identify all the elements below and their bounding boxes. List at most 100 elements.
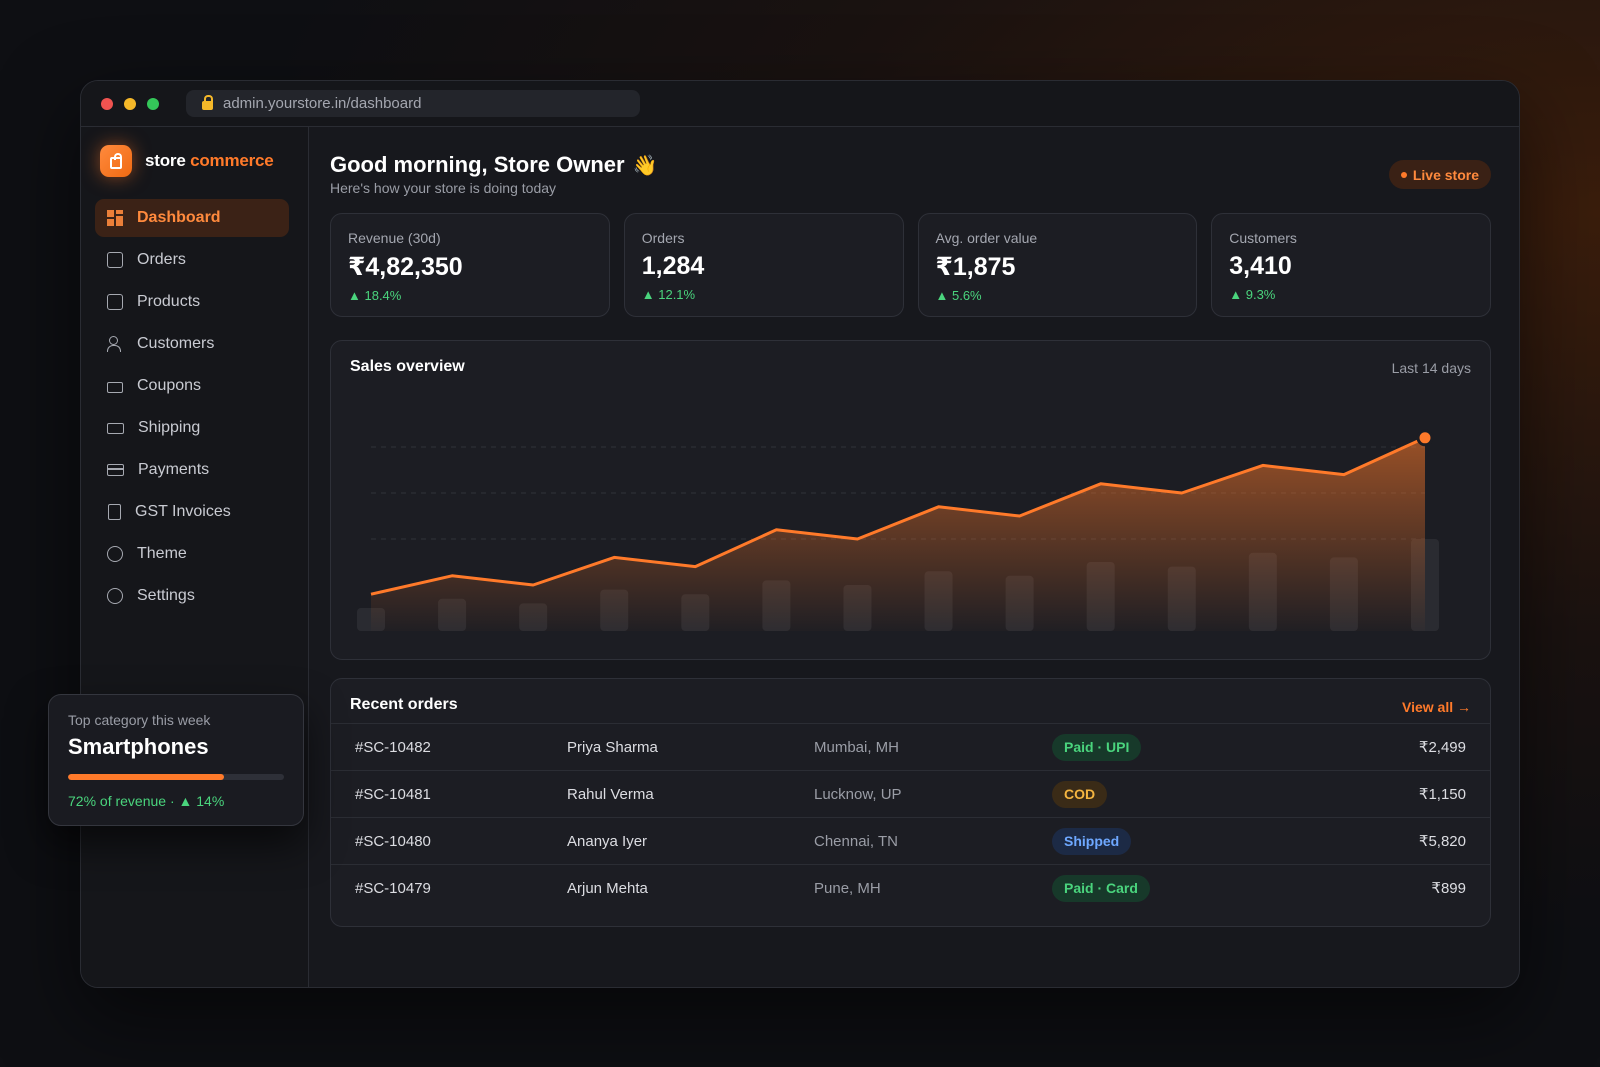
status-badge: Paid · UPI <box>1052 733 1142 761</box>
customer-name: Ananya Iyer <box>567 832 648 850</box>
top-category-title: Smartphones <box>68 734 209 759</box>
minimize-window-button[interactable] <box>124 97 136 110</box>
sidebar-item-settings[interactable]: Settings <box>95 577 289 615</box>
stat-delta: ▲ 9.3% <box>1229 287 1276 302</box>
sales-overview-panel: Sales overview Last 14 days <box>330 340 1491 660</box>
status-badge: Paid · Card <box>1052 874 1150 902</box>
page-title: Good morning, Store Owner 👋 <box>330 152 658 177</box>
top-category-note: 72% of revenue · ▲ 14% <box>68 793 225 809</box>
order-amount: ₹5,820 <box>1418 833 1466 850</box>
stat-card[interactable]: Revenue (30d) ₹4,82,350 ▲ 18.4% <box>330 213 610 317</box>
table-row[interactable]: #SC-10481 Rahul Verma Lucknow, UP COD ₹1,150 <box>331 770 1490 817</box>
url-text: admin.yourstore.in/dashboard <box>223 95 422 112</box>
table-row[interactable]: #SC-10479 Arjun Mehta Pune, MH Paid · Card ₹… <box>331 864 1490 911</box>
products-icon <box>107 294 123 310</box>
stat-delta: ▲ 18.4% <box>348 288 402 303</box>
sidebar-item-label: Payments <box>138 461 210 478</box>
latest-point <box>1416 429 1434 447</box>
sidebar-item-customers[interactable]: Customers <box>95 325 289 363</box>
sidebar-item-label: Shipping <box>138 419 201 436</box>
stats-row: Revenue (30d) ₹4,82,350 ▲ 18.4% Orders 1,284… <box>330 213 1491 317</box>
sales-chart <box>357 429 1439 631</box>
sales-overview-title: Sales overview <box>350 358 465 375</box>
order-amount: ₹2,499 <box>1418 739 1466 756</box>
lock-icon <box>202 95 213 110</box>
stat-card[interactable]: Orders 1,284 ▲ 12.1% <box>623 213 904 317</box>
sidebar-item-gst-invoices[interactable]: GST Invoices <box>95 493 289 531</box>
sales-line <box>370 436 1426 596</box>
customer-name: Rahul Verma <box>567 785 654 803</box>
table-row[interactable]: #SC-10482 Priya Sharma Mumbai, MH Paid · UP… <box>331 723 1490 770</box>
sidebar: store commerce Dashboard Orders Products Cu… <box>81 127 309 987</box>
revenue-share-fill <box>68 774 224 780</box>
customer-city: Pune, MH <box>814 879 881 897</box>
customer-city: Chennai, TN <box>814 832 898 850</box>
live-store-badge[interactable]: Live store <box>1388 160 1491 189</box>
stat-value: 1,284 <box>641 252 705 280</box>
close-window-button[interactable] <box>101 97 113 110</box>
stat-label: Avg. order value <box>935 230 1038 246</box>
sidebar-item-label: Coupons <box>137 377 202 394</box>
sales-area <box>371 437 1425 631</box>
revenue-share-bar <box>68 774 284 780</box>
status-badge: COD <box>1052 780 1108 808</box>
browser-window: admin.yourstore.in/dashboard store comme… <box>80 80 1520 988</box>
sidebar-item-theme[interactable]: Theme <box>95 535 289 573</box>
recent-orders-panel: Recent orders View all → #SC-10482 Priya … <box>330 678 1491 927</box>
sidebar-item-label: Dashboard <box>137 209 221 226</box>
date-range-label[interactable]: Last 14 days <box>1391 360 1471 376</box>
order-id: #SC-10480 <box>355 832 431 850</box>
top-category-label: Top category this week <box>68 712 211 728</box>
order-id: #SC-10482 <box>355 738 431 756</box>
order-amount: ₹899 <box>1431 880 1466 897</box>
payments-icon <box>107 464 124 476</box>
address-bar[interactable]: admin.yourstore.in/dashboard <box>186 90 640 117</box>
orders-icon <box>107 252 123 268</box>
waving-hand-icon: 👋 <box>632 155 658 177</box>
brand-name: store commerce <box>145 151 274 170</box>
sidebar-nav: Dashboard Orders Products Customers Coupons S… <box>95 199 289 619</box>
order-amount: ₹1,150 <box>1418 786 1466 803</box>
stat-label: Customers <box>1229 230 1297 246</box>
view-all-link[interactable]: View all → <box>1402 699 1471 715</box>
main-content: Good morning, Store Owner 👋 Here's how yo… <box>330 127 1491 987</box>
stat-value: ₹4,82,350 <box>348 253 463 281</box>
sidebar-item-label: Orders <box>137 251 186 268</box>
stat-value: ₹1,875 <box>935 253 1016 281</box>
sidebar-item-label: GST Invoices <box>135 503 231 520</box>
maximize-window-button[interactable] <box>147 97 159 110</box>
sidebar-item-label: Settings <box>137 587 195 604</box>
live-store-label: Live store <box>1412 166 1479 183</box>
stat-card[interactable]: Avg. order value ₹1,875 ▲ 5.6% <box>917 213 1198 317</box>
sidebar-item-label: Products <box>137 293 201 310</box>
stat-delta: ▲ 12.1% <box>641 287 696 302</box>
invoice-icon <box>108 504 121 520</box>
sidebar-item-products[interactable]: Products <box>95 283 289 321</box>
settings-icon <box>107 588 123 604</box>
title-bar: admin.yourstore.in/dashboard <box>81 81 1519 127</box>
sidebar-item-dashboard[interactable]: Dashboard <box>95 199 289 237</box>
order-id: #SC-10481 <box>355 785 431 803</box>
sidebar-item-label: Customers <box>137 335 215 352</box>
sidebar-item-payments[interactable]: Payments <box>95 451 289 489</box>
sidebar-item-coupons[interactable]: Coupons <box>95 367 289 405</box>
stat-label: Orders <box>641 230 685 246</box>
customers-icon <box>107 336 123 352</box>
order-id: #SC-10479 <box>355 879 431 897</box>
status-badge: Shipped <box>1052 827 1132 855</box>
sidebar-item-shipping[interactable]: Shipping <box>95 409 289 447</box>
live-dot-icon <box>1400 171 1407 178</box>
customer-city: Mumbai, MH <box>814 738 900 756</box>
brand[interactable]: store commerce <box>100 145 274 177</box>
shipping-icon <box>107 422 124 434</box>
sidebar-item-label: Theme <box>137 545 187 562</box>
orders-table: #SC-10482 Priya Sharma Mumbai, MH Paid · UP… <box>331 723 1490 911</box>
coupons-icon <box>107 382 123 393</box>
customer-name: Priya Sharma <box>567 738 658 756</box>
table-row[interactable]: #SC-10480 Ananya Iyer Chennai, TN Shipped ₹5… <box>331 817 1490 864</box>
sidebar-item-orders[interactable]: Orders <box>95 241 289 279</box>
theme-icon <box>107 546 123 562</box>
customer-name: Arjun Mehta <box>567 879 648 897</box>
stat-card[interactable]: Customers 3,410 ▲ 9.3% <box>1211 213 1491 317</box>
stat-delta: ▲ 5.6% <box>935 288 982 303</box>
